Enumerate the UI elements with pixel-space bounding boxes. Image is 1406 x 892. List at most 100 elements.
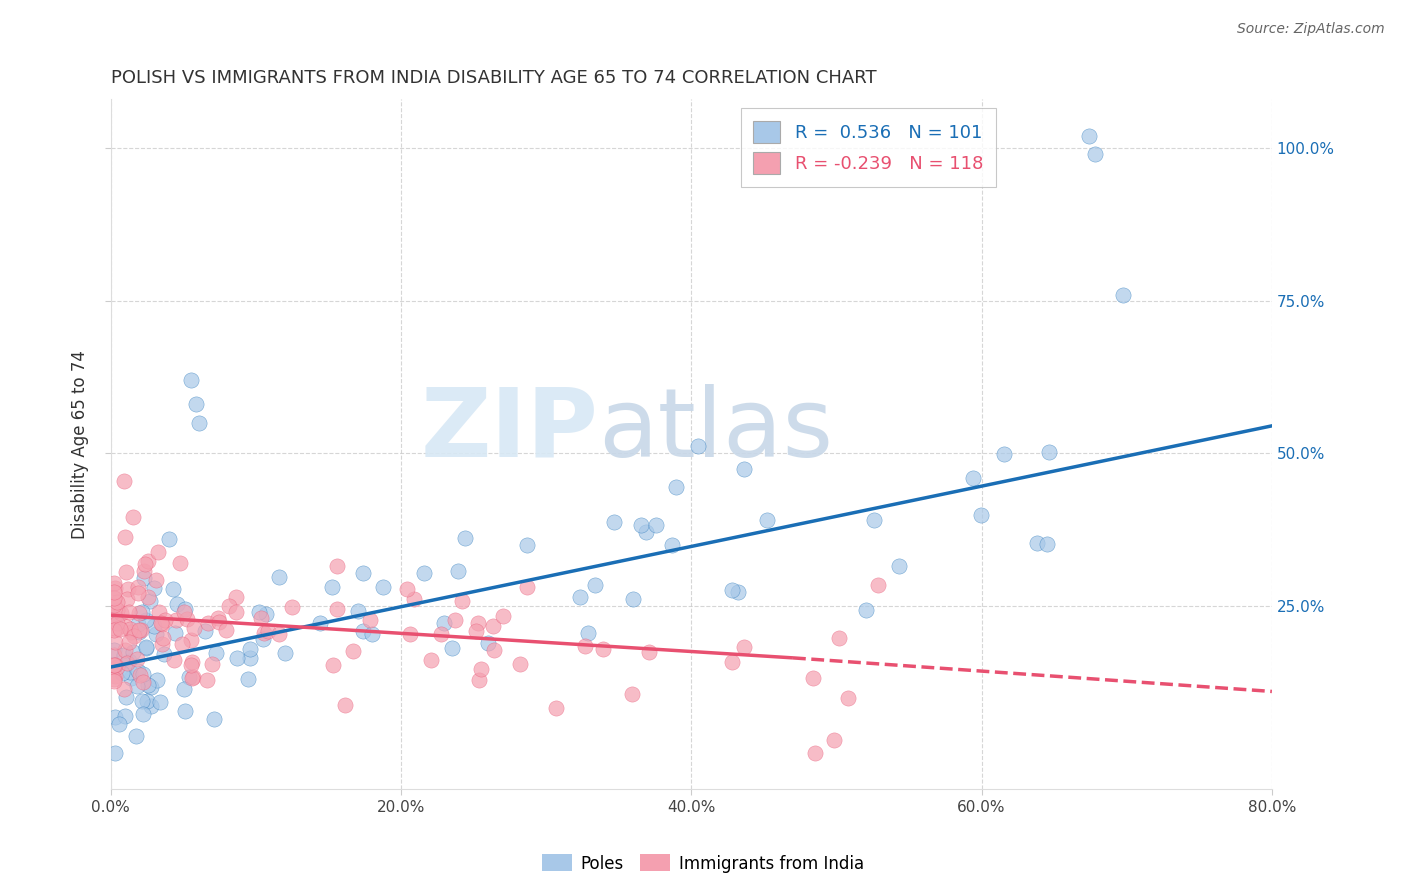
Point	[110, 606, 132, 620]
Point	[180, 658, 202, 673]
Point	[568, 590, 591, 604]
Point	[148, 605, 170, 619]
Point	[114, 530, 136, 544]
Point	[135, 640, 157, 654]
Point	[131, 706, 153, 721]
Point	[103, 599, 125, 613]
Point	[205, 646, 228, 660]
Point	[125, 652, 148, 666]
Point	[103, 610, 125, 624]
Legend: R =  0.536   N = 101, R = -0.239   N = 118: R = 0.536 N = 101, R = -0.239 N = 118	[741, 108, 995, 186]
Point	[180, 655, 202, 669]
Point	[197, 616, 219, 631]
Point	[114, 619, 136, 633]
Point	[630, 517, 652, 532]
Point	[122, 629, 145, 643]
Point	[482, 618, 505, 632]
Point	[103, 576, 125, 591]
Point	[855, 603, 877, 617]
Point	[132, 675, 155, 690]
Point	[148, 545, 170, 559]
Point	[352, 566, 374, 580]
Point	[574, 639, 596, 653]
Y-axis label: Disability Age 65 to 74: Disability Age 65 to 74	[72, 350, 89, 539]
Point	[134, 558, 156, 572]
Point	[399, 627, 422, 641]
Point	[634, 525, 657, 540]
Point	[546, 701, 568, 715]
Point	[252, 632, 274, 647]
Point	[131, 693, 153, 707]
Point	[187, 416, 209, 430]
Point	[218, 599, 240, 613]
Point	[359, 613, 381, 627]
Point	[115, 690, 138, 705]
Point	[346, 605, 368, 619]
Point	[638, 645, 661, 659]
Point	[108, 622, 131, 636]
Point	[866, 578, 889, 592]
Point	[360, 626, 382, 640]
Point	[103, 624, 125, 638]
Point	[395, 582, 418, 596]
Point	[801, 671, 824, 685]
Point	[145, 573, 167, 587]
Point	[150, 638, 173, 652]
Point	[225, 605, 247, 619]
Point	[828, 631, 851, 645]
Point	[468, 673, 491, 687]
Point	[420, 653, 443, 667]
Point	[432, 615, 454, 630]
Point	[257, 624, 280, 638]
Point	[446, 564, 468, 578]
Point	[321, 580, 343, 594]
Point	[132, 667, 155, 681]
Point	[142, 619, 165, 633]
Text: ZIP: ZIP	[420, 384, 599, 477]
Point	[122, 510, 145, 524]
Point	[114, 709, 136, 723]
Point	[146, 673, 169, 687]
Point	[105, 660, 128, 674]
Point	[103, 648, 125, 662]
Point	[139, 698, 162, 713]
Point	[115, 656, 138, 670]
Point	[104, 658, 127, 673]
Point	[451, 594, 474, 608]
Point	[105, 603, 128, 617]
Point	[253, 625, 276, 640]
Point	[208, 615, 231, 629]
Point	[467, 616, 489, 631]
Point	[104, 746, 127, 760]
Point	[112, 648, 135, 662]
Point	[274, 646, 297, 660]
Point	[103, 581, 125, 595]
Point	[166, 597, 188, 611]
Point	[173, 602, 195, 616]
Point	[482, 643, 505, 657]
Point	[162, 582, 184, 596]
Point	[127, 617, 149, 632]
Point	[225, 590, 247, 604]
Point	[239, 651, 262, 665]
Point	[516, 580, 538, 594]
Point	[136, 554, 159, 568]
Point	[239, 642, 262, 657]
Point	[118, 605, 141, 619]
Point	[135, 613, 157, 627]
Point	[139, 594, 162, 608]
Point	[993, 447, 1015, 461]
Point	[889, 558, 911, 573]
Point	[104, 611, 127, 625]
Point	[179, 670, 201, 684]
Point	[269, 627, 291, 641]
Point	[105, 622, 128, 636]
Point	[120, 671, 142, 685]
Point	[249, 605, 271, 619]
Point	[121, 645, 143, 659]
Point	[139, 681, 162, 695]
Point	[326, 602, 349, 616]
Point	[207, 611, 229, 625]
Point	[621, 687, 644, 701]
Point	[733, 462, 755, 476]
